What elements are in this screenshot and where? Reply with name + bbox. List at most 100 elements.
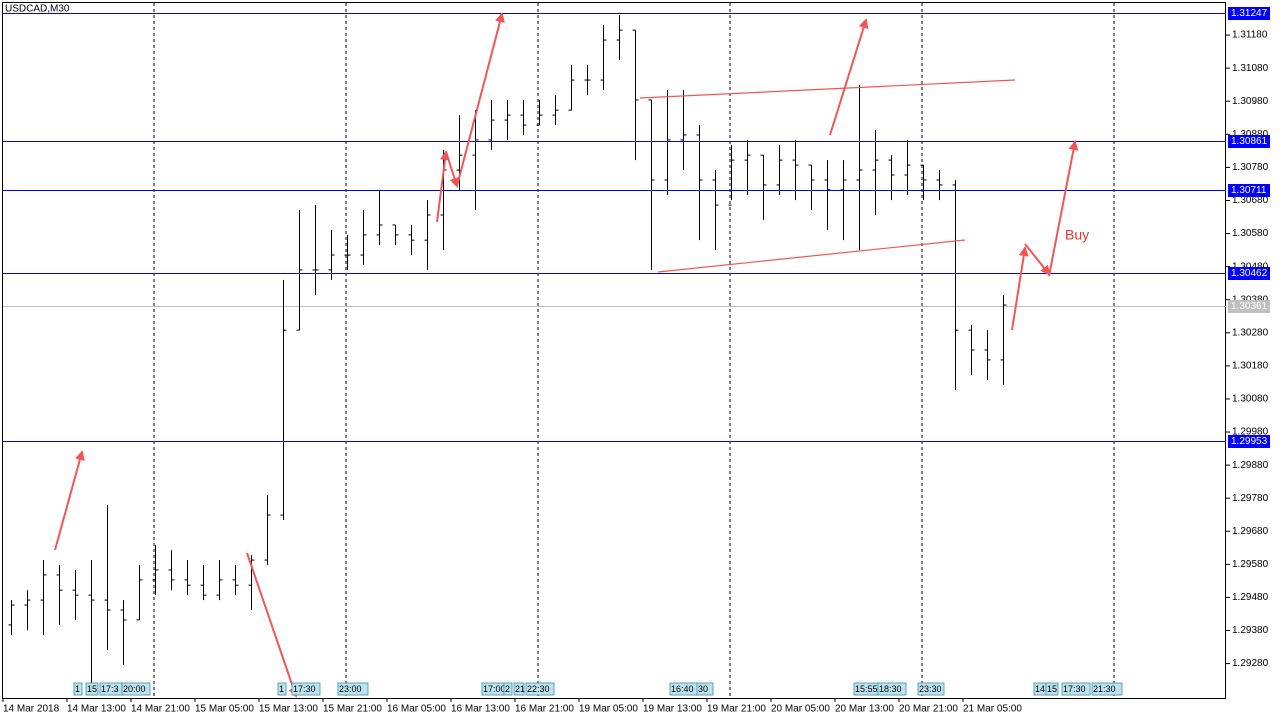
event-label: 18:30	[879, 684, 902, 694]
event-label: 15	[1047, 684, 1057, 694]
y-tick-label: 1.31180	[1232, 30, 1268, 41]
y-tick-label: 1.29280	[1232, 658, 1269, 669]
y-tick-label: 1.30480	[1232, 261, 1269, 272]
y-tick-label: 1.30280	[1232, 327, 1269, 338]
event-box	[277, 682, 287, 696]
event-box	[503, 682, 513, 696]
chart-title: USDCAD,M30	[5, 4, 70, 15]
arrow	[829, 18, 869, 136]
level-label-box	[1228, 135, 1270, 148]
event-label: 17:30	[293, 684, 316, 694]
event-label: 2	[505, 684, 510, 694]
event-label: 30	[698, 684, 708, 694]
x-tick-label: 14 Mar 13:00	[67, 704, 126, 715]
event-box	[525, 682, 555, 696]
y-tick-label: 1.30180	[1232, 361, 1269, 372]
event-label: 21	[515, 684, 525, 694]
x-tick-label: 14 Mar 2018	[3, 704, 60, 715]
x-tick-label: 15 Mar 21:00	[323, 704, 382, 715]
y-tick-label: 1.29780	[1232, 493, 1269, 504]
y-tick-label: 1.29580	[1232, 559, 1269, 570]
level-label-box	[1228, 7, 1270, 20]
y-tick-label: 1.30580	[1232, 228, 1269, 239]
level-label: 1.30361	[1231, 301, 1268, 312]
arrow	[246, 552, 299, 698]
event-label: 22:30	[527, 684, 550, 694]
y-tick-label: 1.30780	[1232, 162, 1269, 173]
x-tick-label: 19 Mar 13:00	[643, 704, 702, 715]
y-tick-label: 1.30980	[1232, 96, 1269, 107]
event-label: 15:55	[855, 684, 878, 694]
vertical-grid	[153, 3, 1115, 698]
y-tick-label: 1.29380	[1232, 625, 1269, 636]
level-label-box	[1228, 435, 1270, 448]
x-tick-label: 16 Mar 13:00	[451, 704, 510, 715]
level-label: 1.30711	[1231, 185, 1267, 196]
event-box	[877, 682, 907, 696]
level-label: 1.30861	[1231, 136, 1268, 147]
level-label: 1.30462	[1231, 268, 1268, 279]
y-tick-label: 1.30080	[1232, 394, 1269, 405]
annotation: Buy	[1065, 227, 1089, 243]
x-tick-label: 16 Mar 21:00	[515, 704, 574, 715]
x-tick-label: 21 Mar 05:00	[963, 704, 1022, 715]
x-tick-label: 15 Mar 05:00	[195, 704, 254, 715]
event-label: 1	[279, 684, 284, 694]
event-box	[291, 682, 321, 696]
x-tick-label: 20 Mar 05:00	[771, 704, 830, 715]
event-label: 1	[75, 684, 80, 694]
y-tick-label: 1.30880	[1232, 129, 1269, 140]
arrow	[436, 150, 450, 223]
x-tick-label: 15 Mar 13:00	[259, 704, 318, 715]
event-label: 21:30	[1093, 684, 1116, 694]
y-tick-label: 1.30380	[1232, 294, 1269, 305]
event-box	[85, 682, 99, 696]
levels	[3, 13, 1226, 442]
arrow	[1024, 243, 1051, 276]
x-tick-label: 19 Mar 05:00	[579, 704, 638, 715]
trend-line	[639, 79, 1016, 99]
y-tick-label: 1.29680	[1232, 526, 1269, 537]
x-tick-label: 20 Mar 13:00	[835, 704, 894, 715]
y-tick-label: 1.29880	[1232, 460, 1269, 471]
axes: 1.31180 1.31080 1.30980 1.30880 1.30780 1.306…	[2, 7, 1270, 715]
event-label: 17:00	[483, 684, 506, 694]
event-label: 23:30	[919, 684, 942, 694]
arrow	[1048, 140, 1079, 277]
x-tick-label: 19 Mar 21:00	[707, 704, 766, 715]
arrow	[445, 151, 460, 188]
event-box	[513, 682, 525, 696]
event-label: 23:00	[339, 684, 362, 694]
x-tick-label: 14 Mar 21:00	[131, 704, 190, 715]
event-label: 17:30	[1063, 684, 1086, 694]
trend-line	[657, 239, 966, 273]
event-box	[121, 682, 151, 696]
event-box	[1061, 682, 1091, 696]
event-label: 15	[87, 684, 97, 694]
level-label-box	[1228, 184, 1270, 197]
y-tick-label: 1.31080	[1232, 63, 1269, 74]
y-tick-label: 1.29480	[1232, 592, 1269, 603]
event-label: 17:3	[101, 684, 119, 694]
event-box	[337, 682, 369, 696]
level-label: 1.29953	[1231, 436, 1268, 447]
event-label: 20:00	[123, 684, 146, 694]
y-tick-label: 1.30680	[1232, 195, 1269, 206]
event-box	[1045, 682, 1059, 696]
event-markers: 1 15 17:3 20:00 1 17:30 23:00 17:00 2 21 22:30 16:4…	[73, 682, 1123, 696]
event-label: 14	[1035, 684, 1045, 694]
level-label-box	[1228, 300, 1270, 313]
x-tick-label: 20 Mar 21:00	[899, 704, 958, 715]
arrow	[54, 450, 85, 551]
arrow	[1011, 246, 1029, 331]
event-box	[73, 682, 83, 696]
bars	[8, 14, 1007, 691]
level-label: 1.31247	[1231, 8, 1268, 19]
x-tick-label: 16 Mar 05:00	[387, 704, 446, 715]
event-box	[917, 682, 945, 696]
arrow	[456, 12, 505, 187]
y-tick-label: 1.29980	[1232, 427, 1269, 438]
plot-frame	[2, 2, 1226, 699]
